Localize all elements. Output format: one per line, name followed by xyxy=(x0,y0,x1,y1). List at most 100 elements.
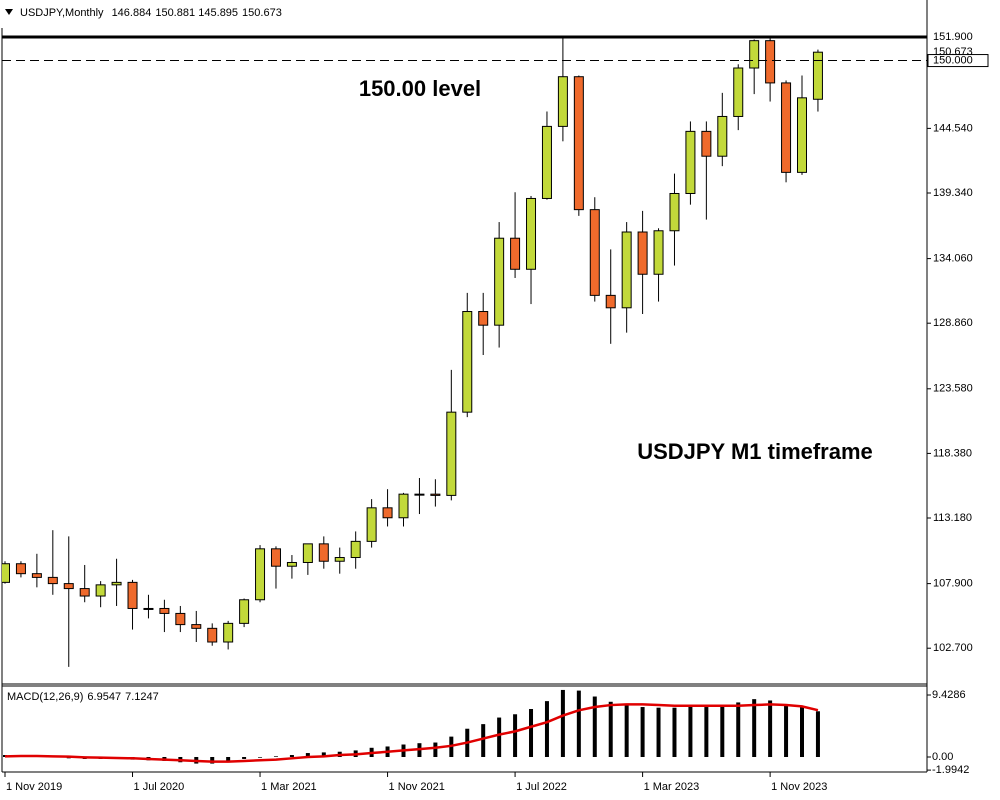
y-tick-label: 118.380 xyxy=(933,447,972,459)
candle-body xyxy=(31,573,42,578)
macd-bar xyxy=(226,756,231,763)
candle-body xyxy=(717,115,728,157)
header: USDJPY,Monthly 146.884 150.881 145.895 150.6… xyxy=(20,7,282,19)
candle-body xyxy=(541,125,552,199)
macd-panel xyxy=(3,689,820,764)
candle-body xyxy=(350,540,361,559)
annotation: 150.00 level xyxy=(359,76,481,101)
candle-body xyxy=(765,40,776,84)
candle-body xyxy=(366,507,377,542)
macd-label: MACD(12,26,9) xyxy=(7,691,83,703)
macd-bar xyxy=(305,753,310,757)
candle-body xyxy=(334,557,345,562)
macd-bar xyxy=(258,756,263,758)
macd-bar xyxy=(544,701,549,757)
candle-body xyxy=(557,76,568,127)
header-high: 150.881 xyxy=(155,7,195,19)
macd-bar xyxy=(752,699,757,757)
y-tick-label: 134.060 xyxy=(933,252,973,264)
menu-arrow[interactable] xyxy=(5,9,13,15)
macd-bar xyxy=(704,707,709,757)
level-label-box xyxy=(927,54,989,68)
candle-body xyxy=(462,311,473,413)
candle-body xyxy=(382,507,393,519)
macd-bar xyxy=(784,705,789,757)
macd-bar xyxy=(800,707,804,757)
macd-bar xyxy=(656,707,661,757)
macd-bar xyxy=(497,717,502,757)
candle-body xyxy=(127,581,138,609)
macd-bar xyxy=(513,714,518,757)
macd-bar xyxy=(624,704,629,757)
macd-bar xyxy=(210,756,215,764)
signal-value: 7.1247 xyxy=(125,691,159,703)
macd-bar xyxy=(688,705,693,757)
y-tick-label: 102.700 xyxy=(933,642,973,654)
macd-bar xyxy=(433,742,438,757)
annotation: USDJPY M1 timeframe xyxy=(637,439,873,464)
candle-body xyxy=(494,237,505,326)
candle-body xyxy=(605,294,616,309)
macd-bar xyxy=(592,696,597,757)
macd-bar xyxy=(672,707,677,757)
candle-body xyxy=(589,209,600,296)
y-tick-label: 107.900 xyxy=(933,578,973,590)
signal-line xyxy=(4,703,819,763)
level-label: 151.900 xyxy=(933,31,973,43)
candle-body xyxy=(430,493,441,496)
macd-bar xyxy=(576,690,581,757)
candle-body xyxy=(63,583,74,590)
candle-body xyxy=(637,231,648,275)
x-tick-label: 1 Nov 2021 xyxy=(389,781,445,793)
y-tick-label: 139.340 xyxy=(933,187,973,199)
macd-bar xyxy=(321,752,326,757)
candle-body xyxy=(414,493,425,496)
axes: 102.700 107.900 113.180 118.380 123.580 128.8… xyxy=(4,30,989,793)
candle-body xyxy=(573,76,584,211)
y-tick-label: 144.540 xyxy=(933,122,973,134)
candle-body xyxy=(143,607,154,610)
x-tick-label: 1 Mar 2023 xyxy=(644,781,700,793)
macd-bar xyxy=(736,702,741,757)
symbol-title: USDJPY,Monthly xyxy=(20,7,104,19)
price-panel xyxy=(2,35,927,667)
header-low: 145.895 xyxy=(198,7,238,19)
candle-body xyxy=(15,563,26,575)
macd-value: 6.9547 xyxy=(87,691,121,703)
candle-body xyxy=(111,581,122,586)
macd-bar xyxy=(720,705,725,757)
macd-header: MACD(12,26,9) 6.9547 7.1247 xyxy=(7,691,159,703)
y-tick-label: 113.180 xyxy=(933,512,972,524)
macd-bar xyxy=(529,709,534,757)
candle-body xyxy=(669,192,680,232)
candle-body xyxy=(302,543,313,563)
candle-body xyxy=(621,231,632,309)
candle-body xyxy=(239,599,250,624)
candle-body xyxy=(318,543,329,562)
candle-body xyxy=(159,607,170,614)
candle-body xyxy=(175,612,186,626)
candle-body xyxy=(653,230,664,275)
macd-bar xyxy=(815,711,820,757)
candle-body xyxy=(191,624,202,629)
candle-body xyxy=(685,130,696,194)
candle-body xyxy=(797,97,807,173)
candle-body xyxy=(95,584,106,597)
candle-body xyxy=(286,561,297,567)
candle-body xyxy=(446,411,457,496)
y-tick-label: 128.860 xyxy=(933,317,973,329)
x-tick-label: 1 Nov 2019 xyxy=(6,781,62,793)
level-label: 150.000 xyxy=(933,54,973,66)
candle-body xyxy=(733,67,744,117)
macd-bar xyxy=(273,756,278,757)
candle-body xyxy=(398,493,409,519)
candle-body xyxy=(79,588,90,597)
level-label-box xyxy=(928,30,988,43)
candle-body xyxy=(510,237,521,270)
candle-body xyxy=(47,576,58,585)
candle-body xyxy=(781,82,792,173)
macd-bar xyxy=(640,707,645,757)
candle-body xyxy=(270,548,281,567)
candle-body xyxy=(2,563,10,583)
